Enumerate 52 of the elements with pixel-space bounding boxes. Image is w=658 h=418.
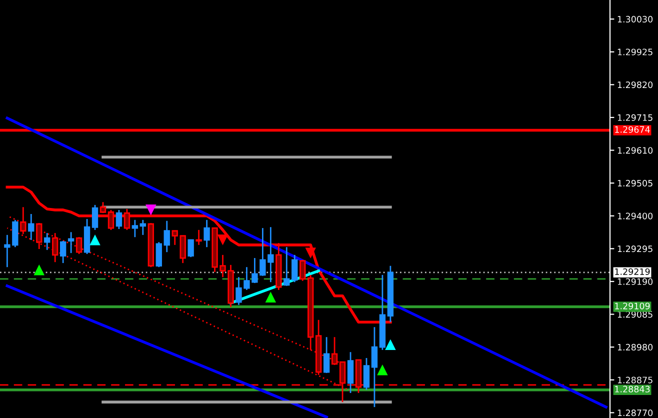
point (34, 264, 44, 276)
candlestick (204, 219, 210, 248)
y-tick-label: 1.28770 (618, 410, 653, 416)
candlestick (300, 259, 306, 282)
candlestick (76, 236, 82, 255)
y-tick-label: 1.28980 (618, 344, 653, 351)
candlestick (116, 209, 122, 230)
candlestick (164, 220, 170, 253)
candlestick (92, 204, 98, 231)
point (377, 364, 388, 376)
candlestick (52, 232, 58, 263)
point (90, 234, 100, 246)
candlestick (124, 208, 130, 231)
candlestick (132, 219, 138, 238)
candlestick (284, 246, 290, 287)
point (385, 339, 396, 350)
candlestick (156, 241, 162, 268)
candlestick (44, 232, 50, 251)
ref-line-label: 1.29219 (615, 268, 650, 275)
candlestick (100, 201, 106, 214)
candlestick (140, 219, 146, 236)
ref-line-label: 1.29109 (615, 302, 650, 310)
candlestick (68, 231, 74, 254)
y-tick-label: 1.29610 (618, 147, 653, 154)
candlestick (363, 357, 370, 391)
point (217, 234, 228, 246)
candlestick (60, 240, 66, 264)
point (305, 248, 316, 258)
y-tick-label: 1.29505 (618, 180, 652, 187)
candlestick (196, 229, 202, 246)
candlestick (172, 230, 178, 246)
y-tick-label: 1.29190 (618, 278, 653, 285)
candlestick (371, 326, 378, 408)
candlestick (188, 239, 194, 258)
y-tick-label: 1.29715 (618, 114, 652, 121)
ref-line-label: 1.28843 (615, 386, 650, 392)
y-tick-label: 1.29925 (618, 48, 652, 56)
y-tick-label: 1.29295 (618, 246, 652, 252)
candlestick (180, 235, 186, 264)
y-tick-label: 1.28875 (618, 376, 652, 384)
line-series (6, 186, 392, 324)
point (146, 204, 156, 216)
candlestick (323, 336, 330, 374)
ref-line-label: 1.29674 (615, 126, 650, 133)
candlestick (347, 351, 354, 394)
candlestick (108, 209, 114, 231)
point (265, 292, 276, 302)
candlestick (292, 254, 298, 283)
candlestick (28, 213, 34, 241)
y-tick-label: 1.30030 (618, 16, 653, 23)
y-tick-label: 1.29400 (618, 212, 653, 220)
y-tick-label: 1.29820 (618, 81, 653, 88)
